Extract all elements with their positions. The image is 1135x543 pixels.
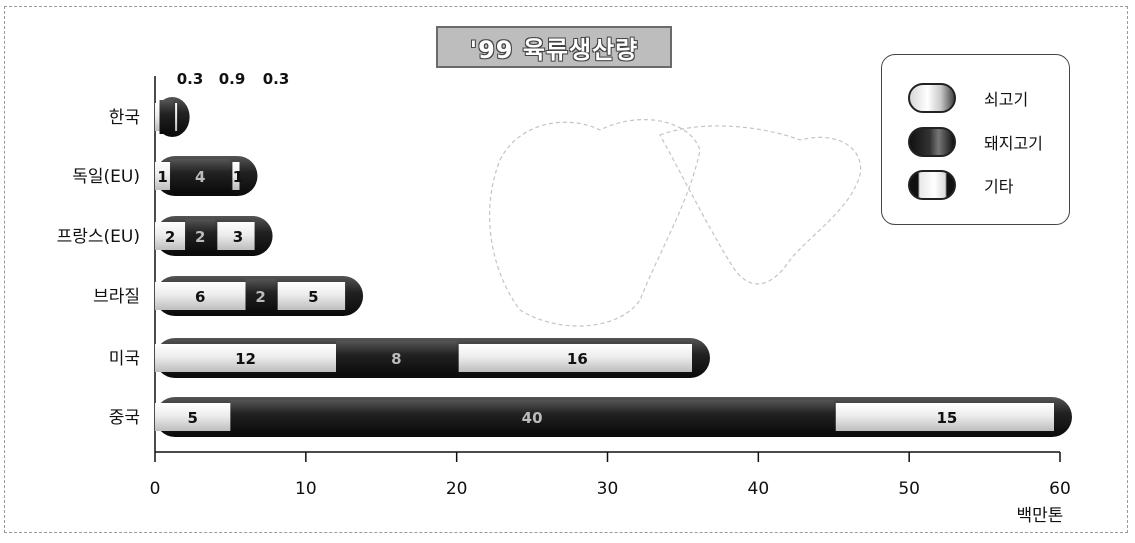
legend-item-pork: 돼지고기: [908, 127, 1043, 157]
background-animal-sketch-0: [489, 119, 701, 327]
category-label-0: 한국: [109, 108, 140, 128]
top-value-label-1: 0.9: [219, 70, 246, 88]
chart-title: '99 육류생산량: [469, 35, 639, 64]
x-tick-label-6: 60: [1049, 479, 1071, 499]
x-axis-unit: 백만톤: [1017, 506, 1064, 526]
bar-label-3-1: 2: [255, 288, 265, 306]
bar-seg-0-0: [155, 103, 160, 131]
bar-label-4-2: 16: [567, 350, 588, 368]
bar-seg-1-1: [170, 159, 231, 193]
bar-seg-4-0: [155, 344, 336, 372]
x-tick-label-1: 10: [295, 479, 317, 499]
legend-item-beef: 쇠고기: [908, 83, 1028, 113]
top-value-label-2: 0.3: [263, 70, 290, 88]
bar-seg-0-1: [159, 100, 174, 134]
bar-label-1-2: 1: [233, 168, 243, 186]
top-value-label-0: 0.3: [177, 70, 204, 88]
legend-label-pork: 돼지고기: [984, 134, 1043, 153]
x-tick-label-2: 20: [446, 479, 468, 499]
bar-seg-5-1: [230, 400, 834, 434]
bar-label-3-0: 6: [195, 288, 205, 306]
background-animal-sketch-1: [659, 125, 862, 285]
bar-label-5-1: 40: [522, 409, 543, 427]
bar-seg-3-0: [155, 282, 246, 310]
bar-label-2-0: 2: [165, 228, 175, 246]
legend-label-beef: 쇠고기: [984, 90, 1029, 109]
bar-label-2-1: 2: [195, 228, 205, 246]
category-label-4: 미국: [109, 349, 140, 369]
bar-label-4-1: 8: [391, 350, 401, 368]
bar-seg-5-0: [155, 403, 231, 431]
category-label-3: 브라질: [93, 287, 140, 307]
bar-seg-0-2: [175, 103, 178, 131]
bar-label-5-2: 15: [936, 409, 957, 427]
category-label-2: 프랑스(EU): [57, 227, 140, 247]
bar-seg-2-2: [217, 222, 255, 250]
legend-label-other: 기타: [984, 177, 1014, 196]
bar-seg-5-2: [835, 403, 1054, 431]
x-tick-label-5: 50: [898, 479, 920, 499]
bar-seg-4-1: [336, 341, 457, 375]
category-label-5: 중국: [109, 408, 140, 428]
bar-label-3-2: 5: [308, 288, 318, 306]
bar-label-5-0: 5: [187, 409, 197, 427]
x-tick-label-0: 0: [150, 479, 161, 499]
bar-seg-2-1: [185, 219, 216, 253]
category-label-1: 독일(EU): [72, 167, 140, 187]
bar-seg-2-0: [155, 222, 186, 250]
bar-seg-1-0: [155, 162, 171, 190]
bar-seg-3-2: [277, 282, 346, 310]
legend-item-other: 기타: [908, 170, 1013, 200]
x-tick-label-3: 30: [597, 479, 619, 499]
bar-seg-1-2: [232, 162, 240, 190]
bar-seg-3-1: [245, 279, 276, 313]
bar-label-2-2: 3: [233, 228, 243, 246]
legend-swatch-pork: [908, 127, 956, 157]
chart-frame: [4, 6, 1128, 533]
legend-swatch-other: [908, 170, 956, 200]
bar-seg-4-2: [458, 344, 692, 372]
bar-label-1-0: 1: [157, 168, 167, 186]
x-tick-label-4: 40: [748, 479, 770, 499]
chart-title-box: '99 육류생산량: [436, 26, 672, 68]
bar-label-4-0: 12: [235, 350, 256, 368]
bar-label-1-1: 4: [195, 168, 205, 186]
chart-legend: 쇠고기 돼지고기 기타: [881, 54, 1070, 225]
legend-swatch-beef: [908, 83, 956, 113]
